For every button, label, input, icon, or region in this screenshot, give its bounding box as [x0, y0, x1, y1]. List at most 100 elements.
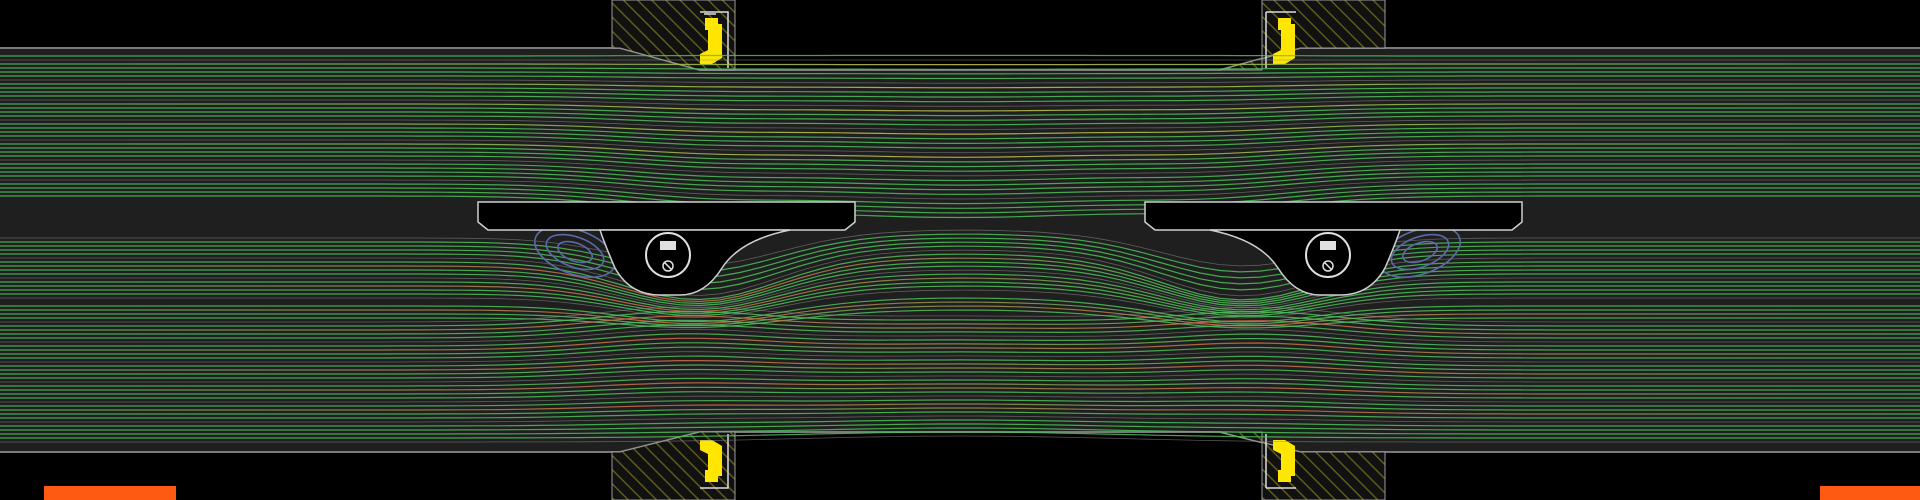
- streamline: [0, 423, 1920, 431]
- streamline: [0, 333, 1920, 347]
- streamline: [0, 342, 1920, 355]
- obstacle-left: [477, 201, 856, 296]
- streamline: [0, 386, 1920, 395]
- valve-body-right: [1209, 229, 1402, 296]
- streamline: [0, 187, 1920, 209]
- streamline: [0, 306, 1920, 323]
- streamline: [0, 253, 1920, 301]
- streamline: [0, 151, 1920, 168]
- streamline: [0, 315, 1920, 331]
- streamline: [0, 175, 1920, 196]
- streamline: [0, 63, 1920, 66]
- streamline: [0, 171, 1920, 191]
- streamline: [0, 301, 1920, 325]
- obstacle-right: [1144, 201, 1523, 296]
- streamline: [0, 155, 1920, 172]
- seal-clip-icon: [1273, 440, 1295, 482]
- orange-marker-right: [1820, 486, 1920, 500]
- streamline: [0, 257, 1920, 303]
- streamline: [0, 95, 1920, 103]
- streamline: [0, 159, 1920, 177]
- streamline: [0, 265, 1920, 307]
- streamline: [0, 309, 1920, 329]
- streamline: [0, 191, 1920, 214]
- streamline: [0, 305, 1920, 327]
- plate-right: [1144, 201, 1523, 231]
- streamline: [0, 179, 1920, 200]
- streamline: [0, 368, 1920, 379]
- plate-left: [477, 201, 856, 231]
- streamline: [0, 127, 1920, 140]
- streamline: [0, 143, 1920, 158]
- streamline: [0, 249, 1920, 297]
- seal-outline: [700, 11, 729, 68]
- streamline: [0, 431, 1920, 439]
- streamline: [0, 281, 1920, 315]
- wall-block-top-left: [611, 0, 736, 71]
- seal-outline: [700, 434, 729, 489]
- seal-outline: [1265, 11, 1296, 68]
- valve-circle-icon: [1305, 232, 1351, 278]
- streamline: [0, 329, 1920, 343]
- streamline: [0, 91, 1920, 98]
- streamline: [0, 395, 1920, 403]
- wall-block-top-right: [1219, 0, 1386, 71]
- streamline: [0, 337, 1920, 351]
- streamline: [0, 135, 1920, 149]
- streamline: [0, 183, 1920, 205]
- streamline: [0, 67, 1920, 70]
- streamline: [0, 373, 1920, 383]
- streamline: [0, 364, 1920, 375]
- streamline: [0, 139, 1920, 154]
- streamline: [0, 107, 1920, 117]
- streamline: [0, 167, 1920, 186]
- streamline: [0, 229, 1920, 267]
- streamline: [0, 269, 1920, 309]
- streamline: [0, 324, 1920, 339]
- streamline: [0, 103, 1920, 112]
- seal-clip-icon: [700, 440, 722, 482]
- orange-marker-left: [44, 486, 176, 500]
- streamline: [0, 237, 1920, 279]
- streamline: [0, 407, 1920, 415]
- valve-label-box: [1320, 241, 1336, 250]
- streamline: [0, 391, 1920, 399]
- streamline: [0, 377, 1920, 387]
- streamline: [0, 195, 1920, 219]
- streamline: [0, 79, 1920, 84]
- streamline: [0, 285, 1920, 317]
- streamline: [0, 115, 1920, 126]
- streamline: [0, 427, 1920, 435]
- wall-block-bottom-right: [1219, 431, 1386, 500]
- streamline: [0, 360, 1920, 371]
- streamline: [0, 289, 1920, 319]
- streamline: [0, 310, 1920, 327]
- streamline: [0, 87, 1920, 93]
- streamline: [0, 54, 1920, 57]
- streamline: [0, 245, 1920, 291]
- streamline: [0, 261, 1920, 305]
- streamline: [0, 319, 1920, 335]
- streamline: [0, 411, 1920, 419]
- streamline: [0, 119, 1920, 130]
- streamline: [0, 71, 1920, 75]
- streamline: [0, 297, 1920, 323]
- streamline: [0, 382, 1920, 391]
- streamline: [0, 351, 1920, 363]
- streamline: [0, 403, 1920, 411]
- streamline: [0, 241, 1920, 285]
- streamline: [0, 346, 1920, 359]
- streamline: [0, 83, 1920, 89]
- streamline: [0, 419, 1920, 427]
- streamline: [0, 415, 1920, 423]
- streamline: [0, 99, 1920, 107]
- streamline: [0, 355, 1920, 367]
- streamline: [0, 233, 1920, 273]
- valve-circle-icon: [645, 232, 691, 278]
- streamline: [0, 111, 1920, 121]
- streamline: [0, 277, 1920, 313]
- seal-clip-icon: [700, 18, 722, 64]
- streamline: [0, 123, 1920, 135]
